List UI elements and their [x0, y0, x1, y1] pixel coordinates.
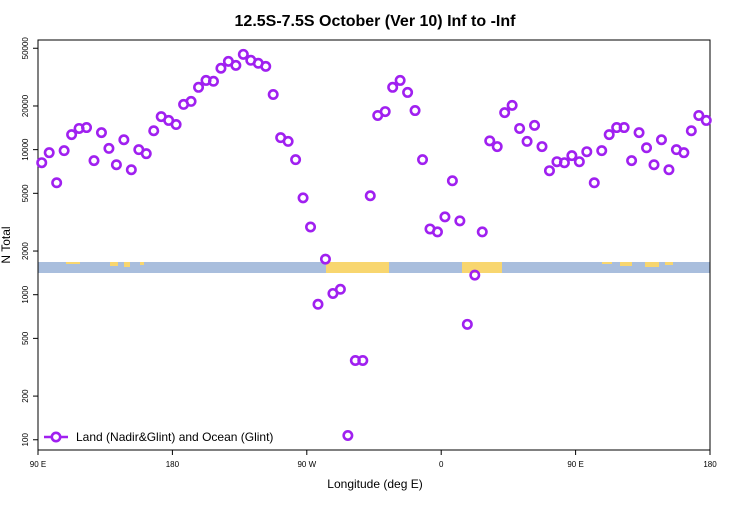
data-point	[230, 59, 242, 71]
data-point	[237, 48, 249, 60]
data-point	[558, 157, 570, 169]
data-point	[342, 429, 354, 441]
data-point	[43, 147, 55, 159]
data-point	[36, 157, 48, 169]
data-point	[140, 148, 152, 160]
y-tick-label: 1000	[21, 285, 30, 303]
x-tick-label: 90 W	[297, 460, 316, 469]
data-point	[700, 114, 712, 126]
x-tick-label: 90 E	[567, 460, 583, 469]
data-point	[476, 226, 488, 238]
data-point	[58, 145, 70, 157]
data-point	[529, 119, 541, 131]
y-tick-label: 500	[21, 331, 30, 345]
data-point	[499, 107, 511, 119]
data-point	[387, 81, 399, 93]
data-point	[148, 125, 160, 137]
data-point	[290, 154, 302, 166]
data-point	[588, 177, 600, 189]
data-point	[185, 95, 197, 107]
data-point	[633, 127, 645, 139]
data-point	[364, 190, 376, 202]
data-point	[543, 165, 555, 177]
legend-label: Land (Nadir&Glint) and Ocean (Glint)	[76, 430, 273, 444]
y-tick-label: 50000	[21, 37, 30, 60]
data-point	[260, 60, 272, 72]
data-point	[678, 147, 690, 159]
data-point	[319, 253, 331, 265]
data-point	[484, 135, 496, 147]
data-point	[431, 226, 443, 238]
y-tick-label: 200	[21, 389, 30, 403]
y-tick-label: 5000	[21, 184, 30, 202]
data-point	[207, 75, 219, 87]
data-point	[88, 155, 100, 167]
data-point	[566, 150, 578, 162]
data-point	[95, 127, 107, 139]
data-point	[685, 125, 697, 137]
data-point	[626, 155, 638, 167]
data-point	[506, 99, 518, 111]
land-ocean-strip	[38, 262, 710, 273]
data-point	[618, 122, 630, 134]
y-tick-label: 2000	[21, 242, 30, 260]
x-tick-label: 180	[166, 460, 180, 469]
data-point	[305, 221, 317, 233]
x-tick-label: 0	[439, 460, 444, 469]
data-point	[118, 134, 130, 146]
data-point	[461, 318, 473, 330]
data-point	[297, 192, 309, 204]
data-point	[334, 283, 346, 295]
data-point	[469, 269, 481, 281]
data-point	[66, 129, 78, 141]
y-axis-label: N Total	[0, 226, 13, 263]
data-point	[641, 142, 653, 154]
data-point	[81, 122, 93, 134]
data-point	[51, 177, 63, 189]
data-point	[536, 141, 548, 153]
data-point	[596, 145, 608, 157]
data-point	[439, 211, 451, 223]
x-tick-label: 180	[703, 460, 717, 469]
y-tick-label: 100	[21, 433, 30, 447]
data-point	[409, 105, 421, 117]
data-point	[603, 129, 615, 141]
data-point	[170, 119, 182, 131]
data-point	[648, 159, 660, 171]
data-point	[655, 134, 667, 146]
x-axis-label: Longitude (deg E)	[327, 477, 422, 491]
data-point	[573, 156, 585, 168]
data-point	[379, 106, 391, 118]
data-point	[267, 88, 279, 100]
data-point	[417, 154, 429, 166]
data-point	[110, 159, 122, 171]
data-point	[394, 74, 406, 86]
data-point	[663, 164, 675, 176]
data-point	[581, 146, 593, 158]
data-point	[312, 298, 324, 310]
legend-marker	[50, 431, 62, 443]
data-point	[521, 135, 533, 147]
x-tick-label: 90 E	[30, 460, 46, 469]
y-tick-label: 10000	[21, 138, 30, 161]
y-tick-label: 20000	[21, 94, 30, 117]
data-point	[282, 135, 294, 147]
chart-title: 12.5S-7.5S October (Ver 10) Inf to -Inf	[235, 13, 517, 30]
data-point	[454, 215, 466, 227]
data-point	[357, 354, 369, 366]
plot-frame	[37, 39, 711, 451]
data-point	[693, 109, 705, 121]
data-point	[446, 175, 458, 187]
data-point	[491, 141, 503, 153]
data-point	[193, 81, 205, 93]
data-point	[103, 142, 115, 154]
data-point	[402, 86, 414, 98]
data-point	[514, 122, 526, 134]
data-point	[125, 164, 137, 176]
data-point	[215, 62, 227, 74]
